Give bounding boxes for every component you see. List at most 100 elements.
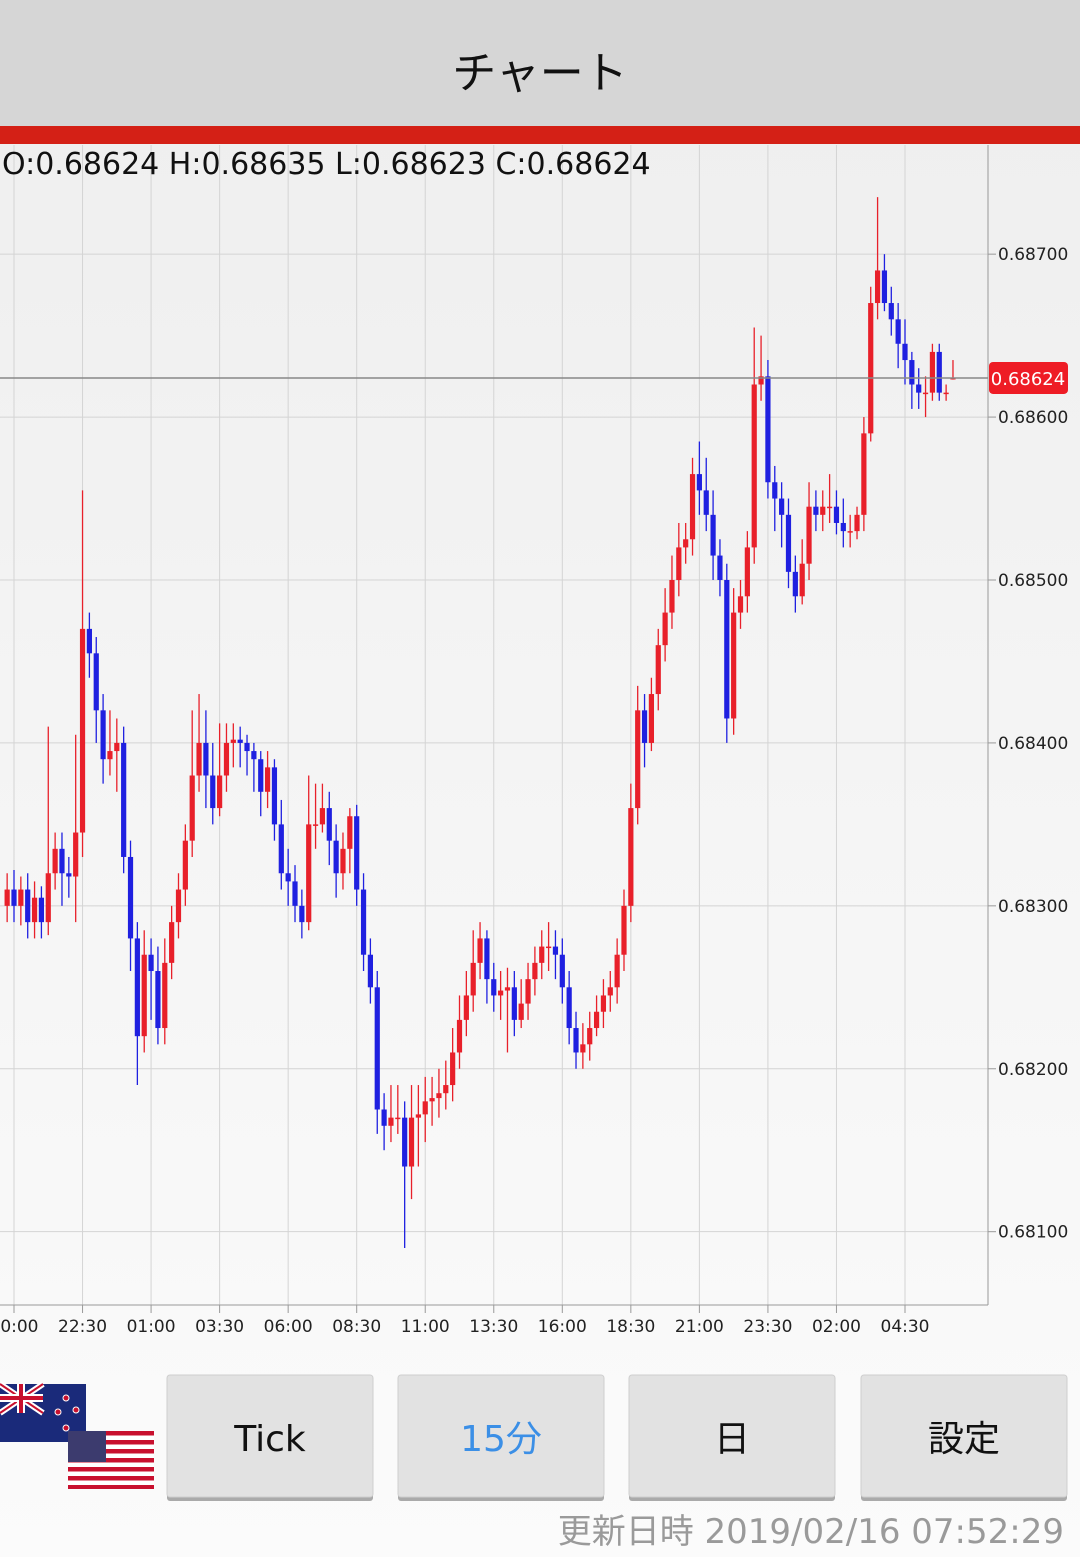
candle-body bbox=[847, 531, 853, 533]
candle-body bbox=[354, 816, 360, 890]
nzd-cross bbox=[0, 1384, 43, 1413]
button-face bbox=[860, 1374, 1068, 1498]
header-bar bbox=[0, 0, 1080, 126]
candle-body bbox=[429, 1098, 435, 1102]
candle-body bbox=[881, 270, 888, 304]
timeframe-button[interactable]: 日 bbox=[628, 1374, 836, 1501]
button-face bbox=[397, 1374, 605, 1498]
last-price-tag bbox=[989, 361, 1068, 394]
candle-body bbox=[744, 547, 750, 597]
candle-body bbox=[737, 596, 744, 613]
candle-body bbox=[511, 987, 517, 1020]
candle-body bbox=[593, 1011, 600, 1029]
candle-body bbox=[230, 739, 236, 743]
nzd-stars bbox=[54, 1394, 80, 1432]
candle-body bbox=[518, 1003, 524, 1020]
candle-body bbox=[18, 889, 24, 906]
candle-body bbox=[271, 767, 278, 825]
candle-body bbox=[498, 990, 504, 996]
candle-body bbox=[539, 946, 545, 963]
candle-body bbox=[73, 832, 79, 877]
candle-body bbox=[799, 563, 805, 597]
candle-body bbox=[785, 514, 792, 572]
candle-body bbox=[162, 962, 168, 1029]
x-tick-label: 11:00 bbox=[401, 1317, 450, 1337]
candle-body bbox=[696, 474, 702, 491]
candle-body bbox=[264, 767, 271, 792]
candle-body bbox=[470, 962, 476, 996]
candle-body bbox=[340, 848, 346, 874]
candle-body bbox=[477, 938, 483, 963]
candle-body bbox=[888, 303, 894, 320]
candle-body bbox=[683, 539, 689, 548]
candle-body bbox=[223, 742, 230, 776]
candle-body bbox=[443, 1085, 449, 1094]
candle-body bbox=[779, 498, 785, 515]
candle-body bbox=[121, 742, 127, 857]
candle-body bbox=[916, 384, 922, 393]
ohlc-readout: O:0.68624 H:0.68635 L:0.68623 C:0.68624 bbox=[2, 147, 651, 182]
x-tick-label: 04:30 bbox=[881, 1317, 930, 1337]
candle-body bbox=[525, 979, 531, 1004]
candle-body bbox=[292, 881, 298, 906]
candle-body bbox=[450, 1052, 456, 1086]
timeframe-button[interactable]: Tick bbox=[166, 1374, 374, 1501]
button-label: 15分 bbox=[460, 1419, 542, 1460]
candle-body bbox=[902, 343, 908, 361]
candle-body bbox=[792, 571, 798, 597]
candle-body bbox=[312, 824, 319, 826]
y-tick-label: 0.68700 bbox=[998, 245, 1068, 265]
candle-body bbox=[600, 995, 607, 1012]
candle-body bbox=[895, 319, 901, 344]
candle-body bbox=[175, 889, 182, 923]
timeframe-button[interactable]: 15分 bbox=[397, 1374, 605, 1501]
candle-body bbox=[402, 1117, 408, 1167]
candle-body bbox=[758, 376, 764, 385]
candle-body bbox=[395, 1117, 401, 1120]
candle-body bbox=[607, 987, 613, 996]
candle-body bbox=[244, 742, 250, 752]
candle-body bbox=[552, 946, 559, 955]
y-tick-label: 0.68500 bbox=[998, 571, 1068, 591]
candle-body bbox=[25, 889, 31, 923]
button-face bbox=[628, 1374, 836, 1498]
timeframe-button[interactable]: 設定 bbox=[860, 1374, 1068, 1501]
y-tick-label: 0.68200 bbox=[998, 1060, 1068, 1080]
y-tick-label: 0.68300 bbox=[998, 897, 1068, 917]
candle-body bbox=[203, 742, 209, 776]
candle-body bbox=[66, 873, 72, 877]
candle-body bbox=[614, 954, 620, 988]
candle-body bbox=[251, 751, 257, 760]
candle-body bbox=[59, 848, 65, 874]
candle-body bbox=[909, 360, 915, 385]
x-tick-label: 18:30 bbox=[606, 1317, 655, 1337]
button-face bbox=[166, 1374, 374, 1498]
candle-body bbox=[52, 848, 58, 874]
candle-body bbox=[436, 1093, 442, 1099]
candle-body bbox=[491, 979, 497, 996]
candle-body bbox=[141, 954, 147, 1037]
candle-body bbox=[456, 1019, 463, 1053]
candle-body bbox=[299, 905, 305, 923]
chart: 0.68100 0.68200 0.68300 0.68400 0.68500 0.686… bbox=[0, 145, 1068, 1337]
candle-body bbox=[669, 580, 675, 613]
candle-body bbox=[463, 995, 469, 1020]
x-tick-label: 03:30 bbox=[195, 1317, 244, 1337]
x-tick-label: 01:00 bbox=[127, 1317, 176, 1337]
y-tick-label: 0.68600 bbox=[998, 408, 1068, 428]
candle-body bbox=[155, 971, 161, 1029]
button-label: 設定 bbox=[928, 1419, 1000, 1460]
candle-body bbox=[182, 840, 188, 890]
candle-body bbox=[278, 824, 284, 874]
candle-body bbox=[724, 580, 730, 719]
candle-body bbox=[285, 873, 291, 882]
x-tick-label: 08:30 bbox=[332, 1317, 381, 1337]
candle-body bbox=[504, 987, 511, 991]
candle-body bbox=[532, 962, 538, 980]
candle-body bbox=[703, 490, 709, 515]
button-label: 日 bbox=[714, 1419, 750, 1460]
candle-body bbox=[100, 710, 106, 760]
